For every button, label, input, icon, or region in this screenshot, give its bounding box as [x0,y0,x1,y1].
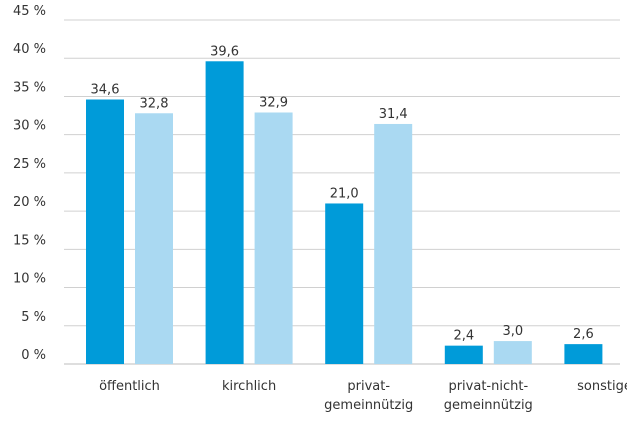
y-tick-label: 40 % [13,42,46,57]
x-tick-label: privat-gemeinnützig [324,379,413,413]
data-label: 32,8 [140,96,169,111]
data-label: 32,9 [259,95,288,110]
data-label: 2,6 [573,327,594,342]
y-axis-ticks: 0 % 5 % 10 % 15 % 20 % 25 % 30 % 35 % 40 % 45 % [13,4,46,363]
bar [205,61,244,364]
x-tick-label: sonstiges [577,379,627,394]
x-tick-label: kirchlich [222,379,276,394]
value-labels: 34,6 39,6 21,0 2,4 2,6 32,8 32,9 31,4 3,0 [91,44,594,343]
y-tick-label: 35 % [13,80,46,95]
x-tick-label: öffentlich [99,379,160,394]
data-label: 21,0 [330,186,359,201]
data-label: 34,6 [91,83,120,98]
x-tick-label-line: gemeinnützig [324,398,413,413]
x-tick-label: privat-nicht-gemeinnützig [444,379,533,413]
x-tick-label-line: privat-nicht- [448,379,528,394]
data-label: 31,4 [379,107,408,122]
x-tick-label-line: öffentlich [99,379,160,394]
data-label: 2,4 [453,329,474,344]
bar [564,344,603,364]
y-tick-label: 15 % [13,233,46,248]
y-tick-label: 45 % [13,4,46,19]
data-label: 3,0 [502,324,523,339]
data-label: 39,6 [210,44,239,59]
bar [493,341,532,364]
bar [325,203,364,364]
x-tick-label-line: privat- [347,379,390,394]
y-tick-label: 0 % [21,348,46,363]
x-tick-label-line: sonstiges [577,379,627,394]
bar [444,345,483,364]
bars [86,61,603,365]
y-tick-label: 25 % [13,157,46,172]
x-tick-label-line: kirchlich [222,379,276,394]
y-tick-label: 30 % [13,119,46,134]
y-tick-label: 10 % [13,272,46,287]
bar [374,123,413,364]
y-tick-label: 5 % [21,310,46,325]
bar [86,99,124,364]
bar [254,112,293,365]
x-tick-label-line: gemeinnützig [444,398,533,413]
bar [135,113,173,364]
y-tick-label: 20 % [13,195,46,210]
x-axis-ticks: öffentlich kirchlich privat-gemeinnützigpr… [99,379,627,413]
